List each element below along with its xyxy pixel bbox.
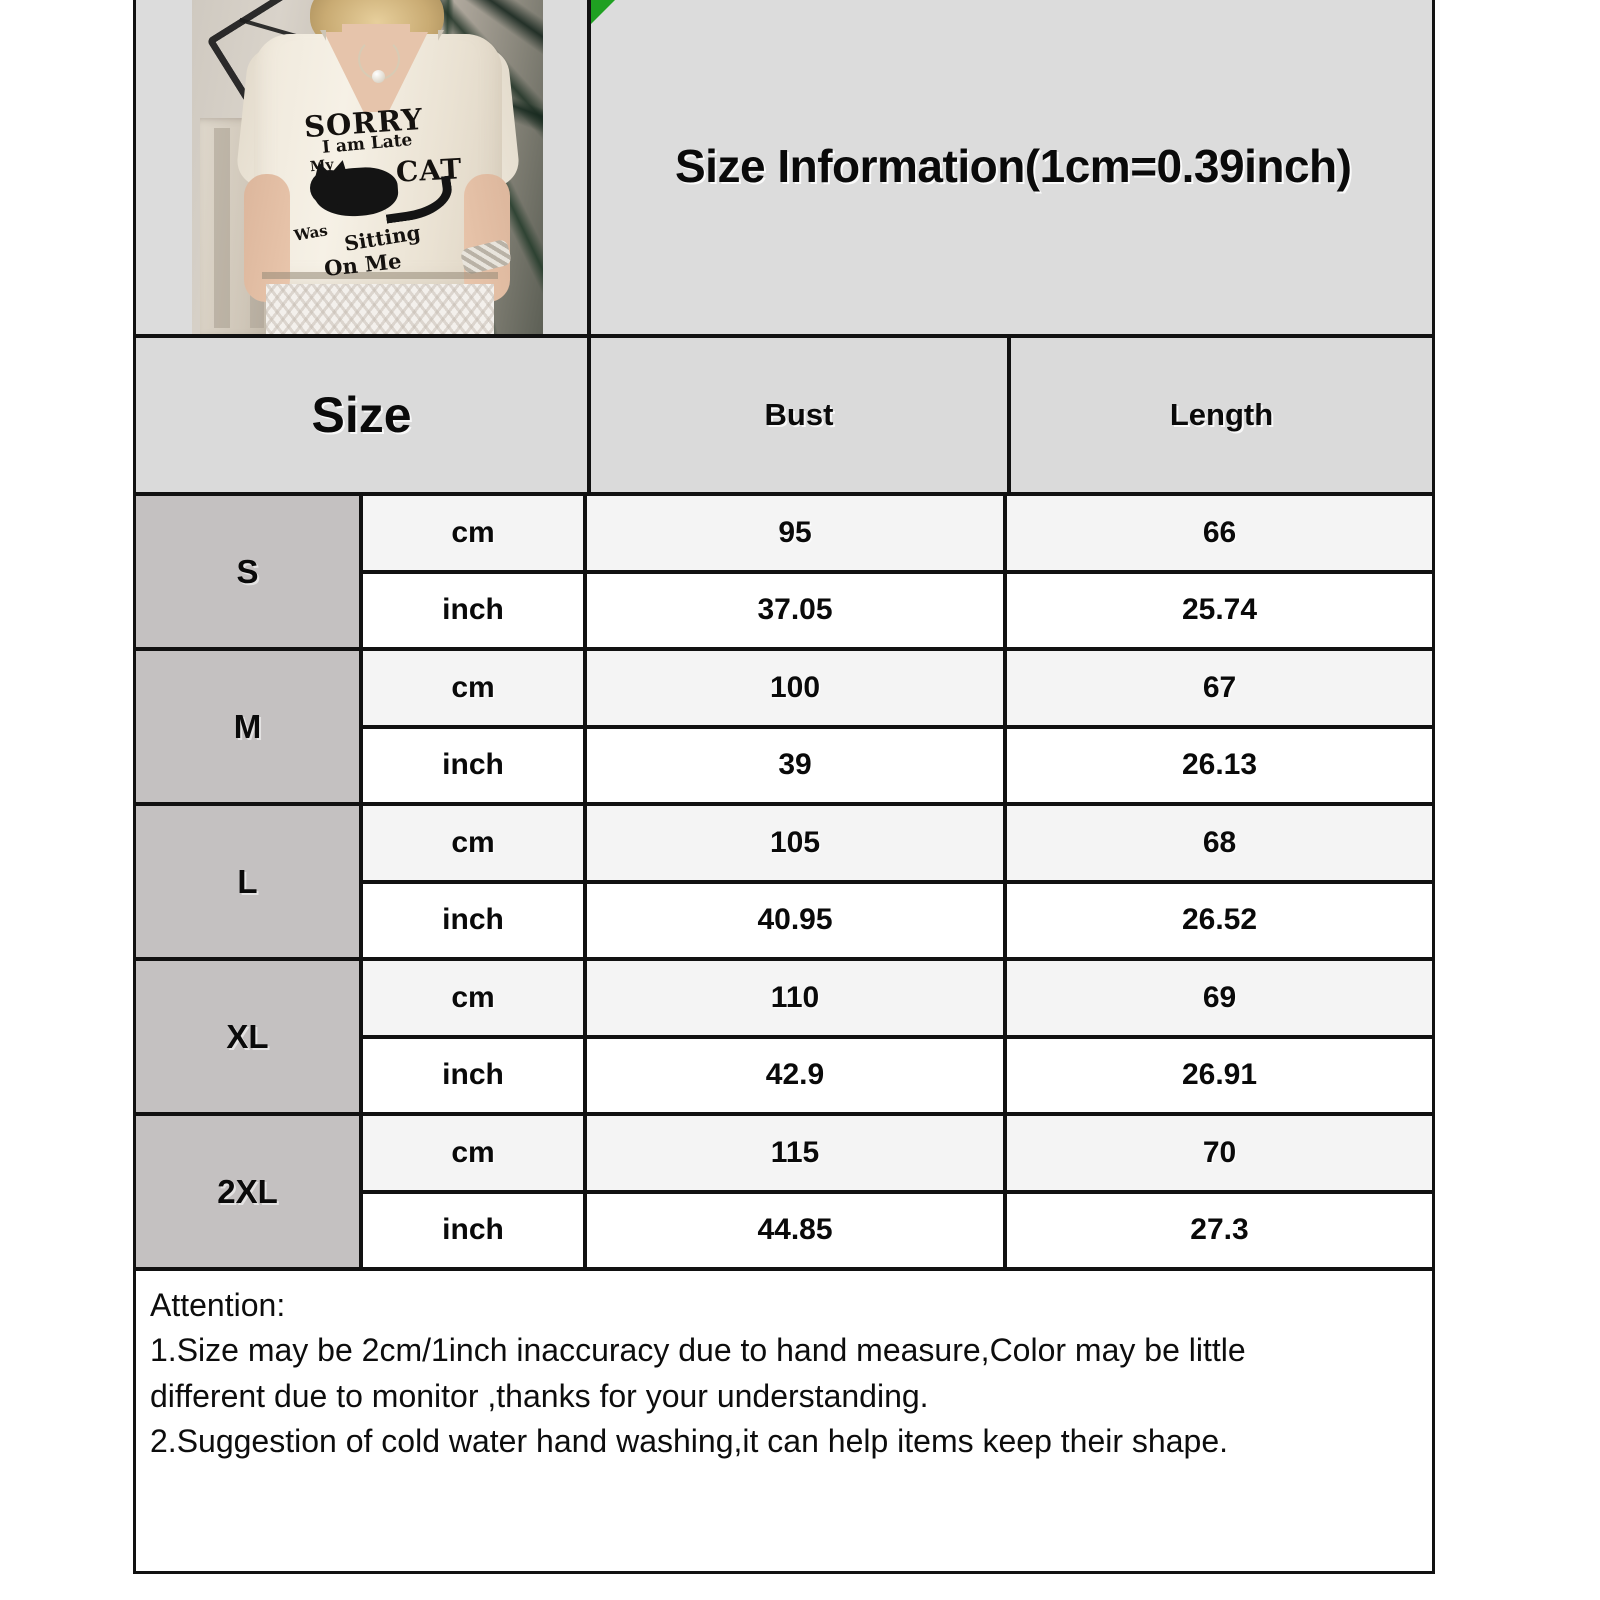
- unit-cell: inch: [363, 883, 587, 957]
- measurement-row-cm: cm 115 70: [363, 1116, 1432, 1194]
- column-header-bust: Bust: [591, 338, 1011, 492]
- size-measurements-xl: cm 110 69 inch 42.9 26.91: [363, 961, 1432, 1112]
- length-cell: 67: [1202, 670, 1237, 704]
- unit-cell: cm: [363, 1116, 587, 1190]
- size-chart-table: SORRY I am Late My CAT Was Sitting On Me: [133, 0, 1435, 1574]
- attention-note-1-line-2: different due to monitor ,thanks for you…: [150, 1377, 929, 1414]
- measurement-row-inch: inch 40.95 26.52: [363, 883, 1432, 957]
- length-cell: 26.52: [1181, 903, 1258, 937]
- unit-cell: cm: [363, 496, 587, 570]
- size-measurements-l: cm 105 68 inch 40.95 26.52: [363, 806, 1432, 957]
- attention-heading: Attention:: [150, 1287, 286, 1323]
- measurement-row-cm: cm 105 68: [363, 806, 1432, 884]
- shirt-slogan-print: SORRY I am Late My CAT Was Sitting On Me: [288, 102, 472, 284]
- bust-cell: 37.05: [587, 573, 1007, 647]
- column-header-size: Size: [136, 338, 591, 492]
- product-photo: SORRY I am Late My CAT Was Sitting On Me: [192, 0, 543, 334]
- cat-ear-right-icon: [330, 158, 352, 178]
- measurement-row-inch: inch 39 26.13: [363, 728, 1432, 802]
- unit-cell: inch: [363, 573, 587, 647]
- table-row: L cm 105 68 inch 40.95 26.52: [136, 806, 1432, 961]
- table-row: XL cm 110 69 inch 42.9 26.91: [136, 961, 1432, 1116]
- unit-cell: cm: [363, 651, 587, 725]
- table-row: M cm 100 67 inch 39 26.13: [136, 651, 1432, 806]
- unit-cell: inch: [363, 1193, 587, 1267]
- length-cell: 26.13: [1181, 748, 1258, 782]
- shirt-hem: [262, 272, 498, 319]
- table-header-row: Size Bust Length: [136, 338, 1432, 496]
- length-cell: 66: [1202, 515, 1237, 549]
- unit-cell: cm: [363, 806, 587, 880]
- page-title: Size Information(1cm=0.39inch): [675, 140, 1352, 192]
- length-cell: 70: [1202, 1135, 1237, 1169]
- bust-cell: 100: [587, 651, 1007, 725]
- column-header-length: Length: [1011, 338, 1432, 492]
- size-label-l: L: [136, 806, 363, 957]
- bust-cell: 40.95: [587, 883, 1007, 957]
- length-cell: 68: [1202, 825, 1237, 859]
- bust-cell: 110: [587, 961, 1007, 1035]
- cat-tail-icon: [381, 175, 456, 224]
- product-photo-cell: SORRY I am Late My CAT Was Sitting On Me: [136, 0, 591, 334]
- banner-title-cell: Size Information(1cm=0.39inch): [591, 0, 1432, 334]
- necklace-pendant: [372, 70, 385, 83]
- banner-row: SORRY I am Late My CAT Was Sitting On Me: [136, 0, 1432, 338]
- bust-cell: 105: [587, 806, 1007, 880]
- length-cell: 26.91: [1181, 1058, 1258, 1092]
- green-corner-marker-icon: [591, 0, 617, 24]
- length-cell: 25.74: [1181, 593, 1258, 627]
- table-row: 2XL cm 115 70 inch 44.85 27.3: [136, 1116, 1432, 1271]
- print-line-onme: On Me: [322, 248, 403, 281]
- unit-cell: inch: [363, 728, 587, 802]
- measurement-row-inch: inch 42.9 26.91: [363, 1038, 1432, 1112]
- measurement-row-cm: cm 110 69: [363, 961, 1432, 1039]
- bust-cell: 115: [587, 1116, 1007, 1190]
- size-label-2xl: 2XL: [136, 1116, 363, 1267]
- measurement-row-cm: cm 95 66: [363, 496, 1432, 574]
- attention-note-1-line-1: 1.Size may be 2cm/1inch inaccuracy due t…: [150, 1332, 1246, 1369]
- size-label-m: M: [136, 651, 363, 802]
- size-measurements-s: cm 95 66 inch 37.05 25.74: [363, 496, 1432, 647]
- bust-cell: 95: [587, 496, 1007, 570]
- measurement-row-inch: inch 44.85 27.3: [363, 1193, 1432, 1267]
- measurement-row-inch: inch 37.05 25.74: [363, 573, 1432, 647]
- table-row: S cm 95 66 inch 37.05 25.74: [136, 496, 1432, 651]
- attention-block: Attention: 1.Size may be 2cm/1inch inacc…: [136, 1271, 1432, 1571]
- cat-head-icon: [310, 170, 350, 206]
- length-cell: 27.3: [1190, 1213, 1249, 1247]
- length-cell: 69: [1202, 980, 1237, 1014]
- bust-cell: 42.9: [587, 1038, 1007, 1112]
- size-label-xl: XL: [136, 961, 363, 1112]
- print-line-was: Was: [292, 221, 330, 245]
- unit-cell: cm: [363, 961, 587, 1035]
- size-label-s: S: [136, 496, 363, 647]
- size-measurements-m: cm 100 67 inch 39 26.13: [363, 651, 1432, 802]
- bust-cell: 39: [587, 728, 1007, 802]
- attention-note-2: 2.Suggestion of cold water hand washing,…: [150, 1423, 1228, 1460]
- unit-cell: inch: [363, 1038, 587, 1112]
- size-measurements-2xl: cm 115 70 inch 44.85 27.3: [363, 1116, 1432, 1267]
- measurement-row-cm: cm 100 67: [363, 651, 1432, 729]
- bust-cell: 44.85: [587, 1193, 1007, 1267]
